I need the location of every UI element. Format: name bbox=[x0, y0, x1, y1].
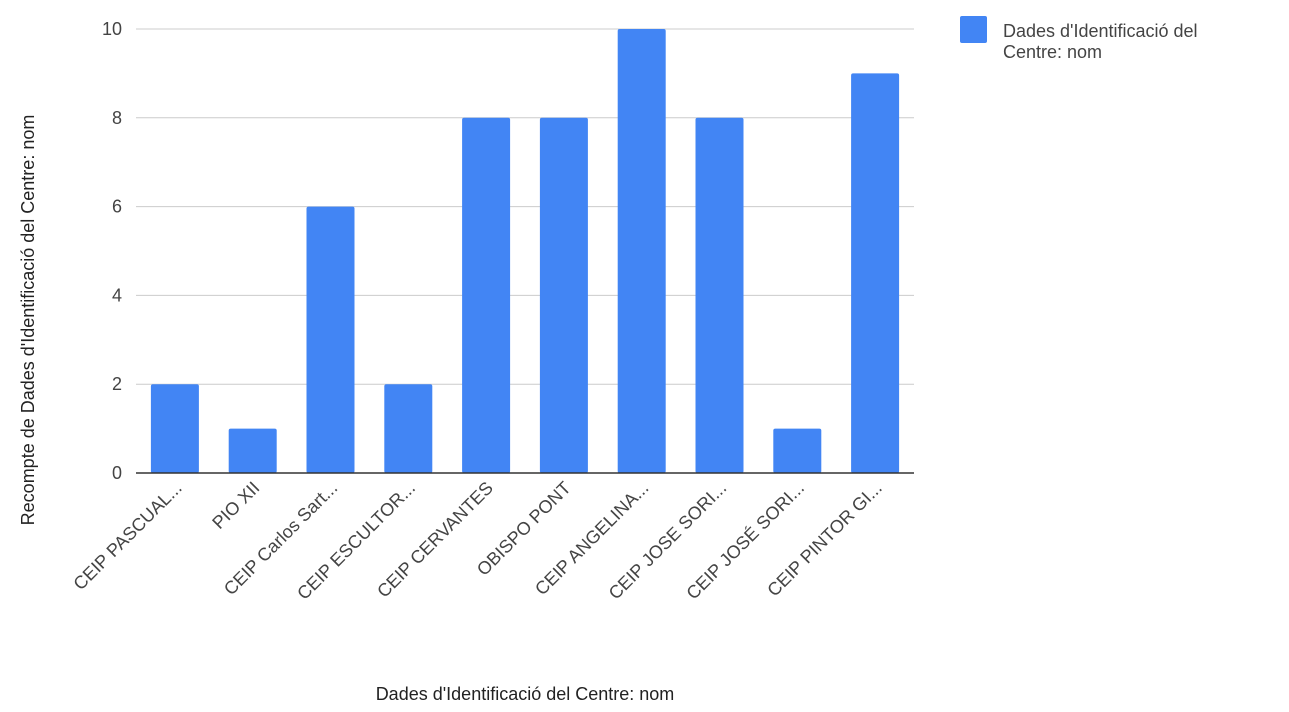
bar[interactable] bbox=[539, 117, 588, 474]
legend[interactable]: Dades d'Identificació del Centre: nom bbox=[960, 16, 1198, 62]
gridlines bbox=[136, 28, 914, 385]
bar[interactable] bbox=[150, 384, 199, 473]
x-tick-label: CEIP PASCUAL... bbox=[69, 478, 185, 594]
legend-label-line2: Centre: nom bbox=[1003, 42, 1102, 62]
y-tick-label: 10 bbox=[102, 19, 122, 39]
bar[interactable] bbox=[306, 206, 355, 473]
y-tick-label: 2 bbox=[112, 374, 122, 394]
y-tick-label: 4 bbox=[112, 285, 122, 305]
bar[interactable] bbox=[462, 117, 511, 474]
bars bbox=[150, 29, 900, 474]
y-axis-ticks: 0 2 4 6 8 10 bbox=[102, 19, 122, 483]
x-tick-label: PIO XII bbox=[208, 478, 263, 533]
bar[interactable] bbox=[384, 384, 433, 473]
bar[interactable] bbox=[773, 428, 822, 473]
legend-swatch bbox=[960, 16, 987, 43]
y-tick-label: 6 bbox=[112, 197, 122, 217]
legend-label-line1: Dades d'Identificació del bbox=[1003, 21, 1198, 41]
bar[interactable] bbox=[695, 117, 744, 474]
y-tick-label: 8 bbox=[112, 108, 122, 128]
x-axis-title: Dades d'Identificació del Centre: nom bbox=[376, 684, 675, 704]
bar[interactable] bbox=[851, 73, 900, 474]
bar[interactable] bbox=[228, 428, 277, 473]
y-axis-title: Recompte de Dades d'Identificació del Ce… bbox=[18, 115, 38, 526]
bar[interactable] bbox=[617, 29, 666, 473]
y-tick-label: 0 bbox=[112, 463, 122, 483]
